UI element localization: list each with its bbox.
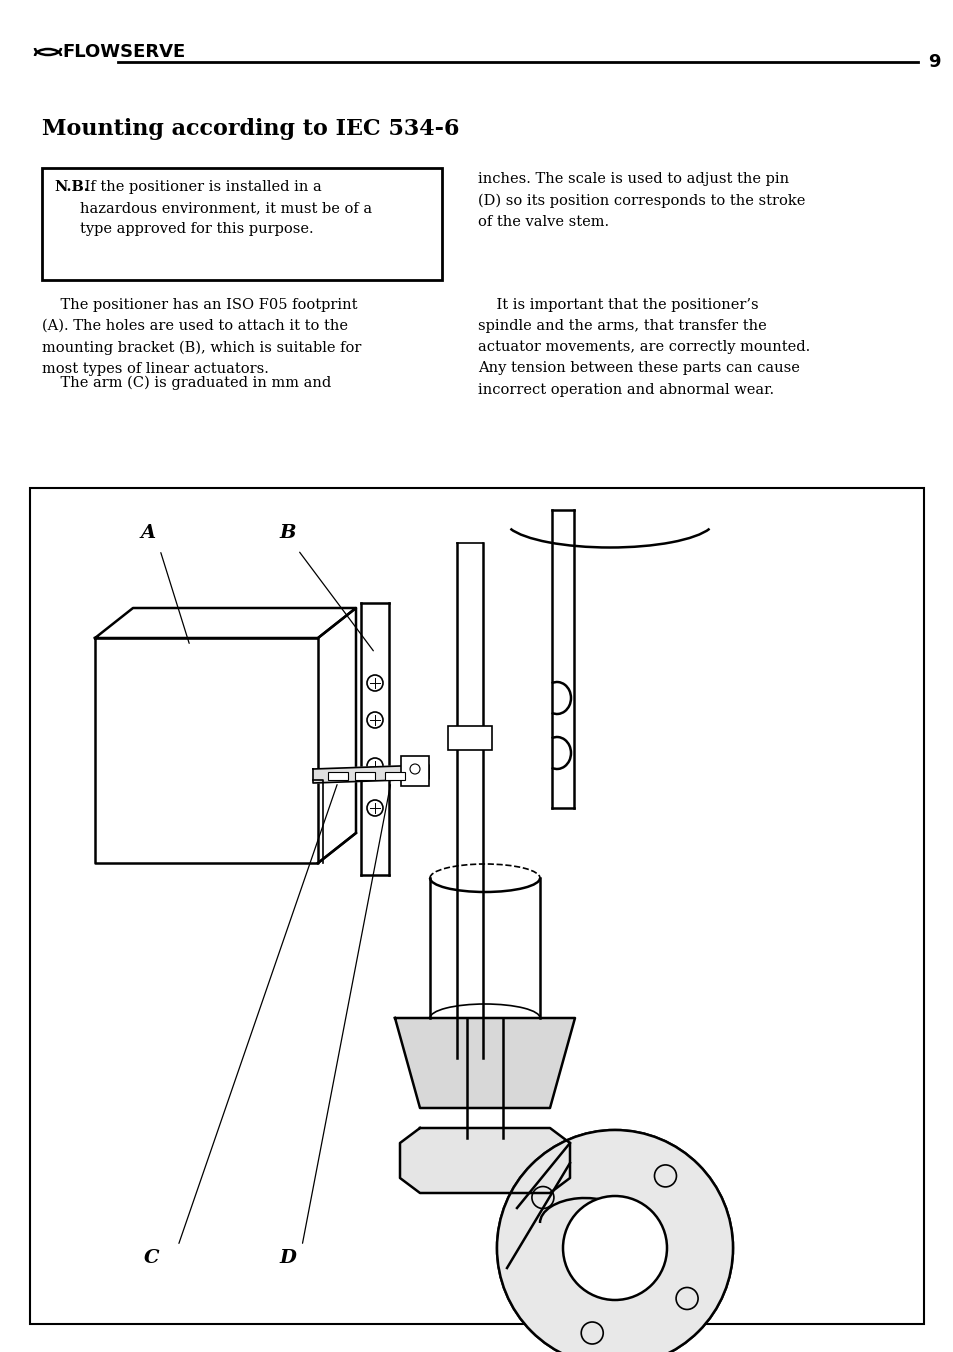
Circle shape [497, 1130, 732, 1352]
Text: The positioner has an ISO F05 footprint
(A). The holes are used to attach it to : The positioner has an ISO F05 footprint … [42, 297, 361, 376]
Circle shape [562, 1197, 666, 1301]
Polygon shape [313, 765, 429, 783]
Polygon shape [399, 1128, 569, 1192]
Bar [30, 488, 923, 1324]
Text: The arm (C) is graduated in mm and: The arm (C) is graduated in mm and [42, 376, 331, 391]
Bar [400, 756, 429, 786]
Bar [42, 168, 441, 280]
Text: Mounting according to IEC 534-6: Mounting according to IEC 534-6 [42, 118, 459, 141]
Bar [328, 772, 348, 780]
Text: D: D [279, 1249, 296, 1267]
Text: It is important that the positioner’s
spindle and the arms, that transfer the
ac: It is important that the positioner’s sp… [477, 297, 809, 396]
Bar [448, 726, 492, 750]
Text: 9: 9 [927, 53, 940, 72]
Bar [355, 772, 375, 780]
Text: C: C [144, 1249, 159, 1267]
Text: A: A [140, 525, 155, 542]
Text: B: B [279, 525, 296, 542]
Text: If the positioner is installed in a
hazardous environment, it must be of a
type : If the positioner is installed in a haza… [80, 180, 372, 237]
Polygon shape [395, 1018, 575, 1109]
Text: N.B.: N.B. [54, 180, 89, 193]
Text: inches. The scale is used to adjust the pin
(D) so its position corresponds to t: inches. The scale is used to adjust the … [477, 172, 804, 228]
Bar [385, 772, 405, 780]
Text: FLOWSERVE: FLOWSERVE [62, 43, 185, 61]
